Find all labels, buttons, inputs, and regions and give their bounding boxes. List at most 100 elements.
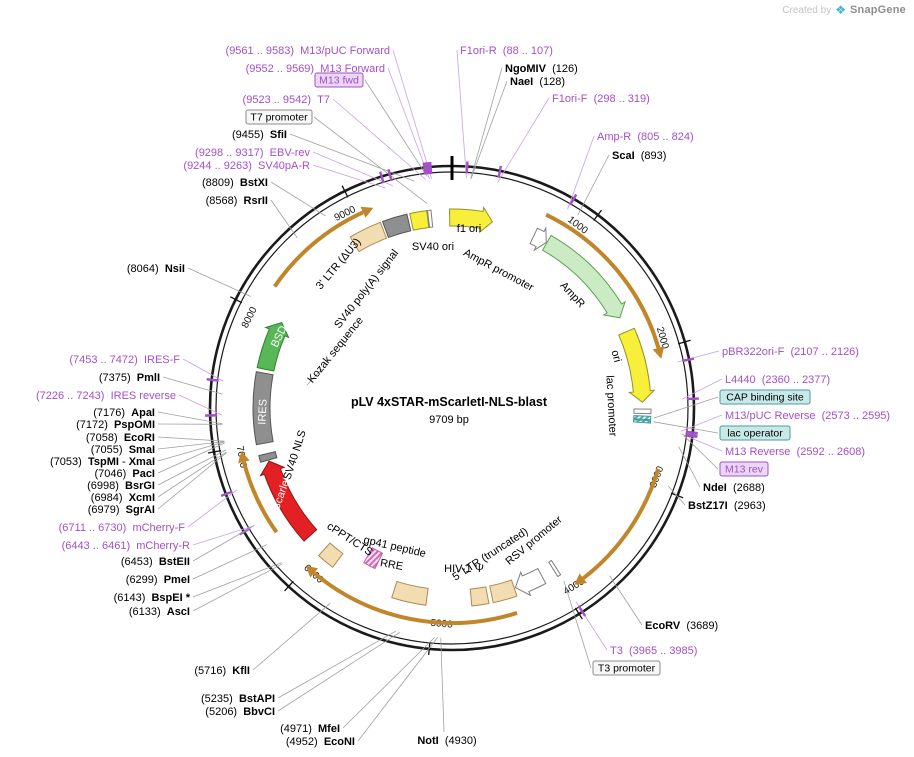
callout-bbvci[interactable]: (5206) BbvCI xyxy=(205,706,275,718)
feature-label-ori[interactable]: ori xyxy=(609,349,624,364)
callout-bstapi[interactable]: (5235) BstAPI xyxy=(201,693,275,705)
feature-t3prom[interactable] xyxy=(548,559,562,578)
callout-f1ori-r[interactable]: F1ori-R (88 .. 107) xyxy=(460,45,553,57)
callout-pmli[interactable]: (7375) PmlI xyxy=(99,372,160,384)
callout-bspei[interactable]: (6143) BspEI * xyxy=(114,592,191,604)
transcript-arc-2[interactable] xyxy=(545,212,661,349)
callout-box-m13-rev[interactable] xyxy=(719,461,769,477)
callout-box-t3-promoter[interactable] xyxy=(592,660,661,676)
feature-label-lacprom[interactable]: lac promoter xyxy=(603,375,618,437)
callout-ires-f[interactable]: (7453 .. 7472) IRES-F xyxy=(69,354,180,366)
callout-pmei[interactable]: (6299) PmeI xyxy=(126,574,190,586)
callout-m13-rev[interactable]: M13 rev xyxy=(725,464,764,476)
callout-naei[interactable]: NaeI (128) xyxy=(510,76,565,88)
feature-nls[interactable] xyxy=(258,450,278,463)
callout-sfii[interactable]: (9455) SfiI xyxy=(232,129,287,141)
tick-4000 xyxy=(574,607,583,620)
callout-l4440[interactable]: L4440 (2360 .. 2377) xyxy=(725,374,830,386)
callout-t3-promoter[interactable]: T3 promoter xyxy=(598,663,656,675)
feature-label-amprprom[interactable]: AmpR promoter xyxy=(461,247,535,294)
transcript-arc-5[interactable] xyxy=(241,461,279,534)
callout-kfli[interactable]: (5716) KflI xyxy=(194,665,250,677)
callout-bstxi[interactable]: (8809) BstXI xyxy=(202,177,268,189)
callout-sv40pa-r[interactable]: (9244 .. 9263) SV40pA-R xyxy=(183,160,310,172)
feature-label-ires[interactable]: IRES xyxy=(256,399,269,425)
feature-sv40ori[interactable] xyxy=(409,210,430,231)
callout-bsrgi[interactable]: (6998) BsrGI xyxy=(87,480,155,492)
tick-1000 xyxy=(593,209,603,221)
feature-amprprom[interactable] xyxy=(529,226,547,252)
callout-bstz17i[interactable]: BstZ17I (2963) xyxy=(688,500,766,512)
transcript-arc-4[interactable] xyxy=(312,571,518,625)
feature-ampr[interactable] xyxy=(541,234,626,319)
callout-nsii[interactable]: (8064) NsiI xyxy=(127,263,185,275)
feature-label-ltr3[interactable]: 3' LTR (ΔU3) xyxy=(314,236,364,292)
feature-ires[interactable] xyxy=(252,371,274,446)
feature-sv40polya[interactable] xyxy=(381,213,412,239)
callout-mcherry-f[interactable]: (6711 .. 6730) mCherry-F xyxy=(59,522,186,534)
callout-box-lac-operator[interactable] xyxy=(719,425,791,441)
feature-label-sv40ori[interactable]: SV40 ori xyxy=(412,241,454,253)
feature-ltr5[interactable] xyxy=(489,579,518,604)
callout-box-t7-promoter[interactable] xyxy=(245,109,313,125)
callout-paci[interactable]: (7046) PacI xyxy=(94,468,155,480)
feature-rre[interactable] xyxy=(391,580,429,606)
callout-ecori[interactable]: (7058) EcoRI xyxy=(86,432,155,444)
callout-ires-reverse[interactable]: (7226 .. 7243) IRES reverse xyxy=(36,390,176,402)
callout-amp-r[interactable]: Amp-R (805 .. 824) xyxy=(597,131,694,143)
feature-f1ori[interactable] xyxy=(449,206,494,234)
callout-m13-fwd[interactable]: M13 fwd xyxy=(319,75,359,87)
feature-label-f1ori[interactable]: f1 ori xyxy=(457,223,481,235)
feature-cppt[interactable] xyxy=(317,542,344,568)
feature-ltr3[interactable] xyxy=(349,221,388,253)
callout-ecorv[interactable]: EcoRV (3689) xyxy=(645,620,718,632)
callout-box-m13-fwd[interactable] xyxy=(314,72,364,88)
callout-rsrii[interactable]: (8568) RsrII xyxy=(206,195,268,207)
tick-6000 xyxy=(284,580,294,592)
feature-label-psi[interactable]: HIV-1 Ψ xyxy=(444,563,484,575)
callout-apai[interactable]: (7176) ApaI xyxy=(93,407,155,419)
callout-box-cap-binding-site[interactable] xyxy=(719,389,811,405)
feature-cap[interactable] xyxy=(633,415,652,421)
callout-bsteii[interactable]: (6453) BstEII xyxy=(121,556,190,568)
callout-cap-binding-site[interactable]: CAP binding site xyxy=(726,392,804,404)
feature-t7prom[interactable] xyxy=(426,209,434,228)
transcript-arc-1[interactable] xyxy=(272,210,364,288)
feature-bsd[interactable] xyxy=(256,322,290,372)
feature-psi[interactable] xyxy=(469,586,490,607)
feature-mscarlet[interactable] xyxy=(259,460,318,542)
feature-label-nls[interactable]: SV40 NLS xyxy=(282,429,309,482)
feature-lacop[interactable] xyxy=(632,419,652,424)
callout-lac-operator[interactable]: lac operator xyxy=(727,428,783,440)
callout-f1ori-f[interactable]: F1ori-F (298 .. 319) xyxy=(552,93,650,105)
callout-smai[interactable]: (7055) SmaI xyxy=(91,444,155,456)
callout-mfei[interactable]: (4971) MfeI xyxy=(280,723,340,735)
callout-mcherry-r[interactable]: (6443 .. 6461) mCherry-R xyxy=(62,540,190,552)
callout-m13-reverse[interactable]: M13 Reverse (2592 .. 2608) xyxy=(725,446,865,458)
feature-label-ampr[interactable]: AmpR xyxy=(557,280,587,311)
callout-m13-forward[interactable]: (9552 .. 9569) M13 Forward xyxy=(246,63,385,75)
callout-noti[interactable]: NotI (4930) xyxy=(417,735,476,747)
callout-pbr322ori-f[interactable]: pBR322ori-F (2107 .. 2126) xyxy=(722,346,859,358)
callout-t3[interactable]: T3 (3965 .. 3985) xyxy=(610,645,697,657)
feature-rsvprom[interactable] xyxy=(514,567,547,597)
callout-asci[interactable]: (6133) AscI xyxy=(129,606,190,618)
feature-ori[interactable] xyxy=(618,327,656,403)
callout-xcmi[interactable]: (6984) XcmI xyxy=(91,492,155,504)
callout-pspomi[interactable]: (7172) PspOMI xyxy=(76,419,155,431)
feature-label-rre[interactable]: RRE xyxy=(379,557,404,573)
callout-m13-puc-forward[interactable]: (9561 .. 9583) M13/pUC Forward xyxy=(226,45,390,57)
callout-t7-promoter[interactable]: T7 promoter xyxy=(250,112,308,124)
callout-sgrai[interactable]: (6979) SgrAI xyxy=(88,504,155,516)
feature-lacprom[interactable] xyxy=(633,408,652,415)
callout-ebv-rev[interactable]: (9298 .. 9317) EBV-rev xyxy=(195,147,310,159)
callout-tspmi-xmai[interactable]: (7053) TspMI - XmaI xyxy=(50,456,155,468)
callout-t7[interactable]: (9523 .. 9542) T7 xyxy=(243,94,330,106)
feature-gp41[interactable] xyxy=(363,547,384,570)
transcript-arc-3[interactable] xyxy=(582,468,661,580)
callout-ngomiv[interactable]: NgoMIV (126) xyxy=(505,63,578,75)
callout-m13-puc-reverse[interactable]: M13/pUC Reverse (2573 .. 2595) xyxy=(725,410,890,422)
callout-ndei[interactable]: NdeI (2688) xyxy=(703,482,765,494)
callout-econi[interactable]: (4952) EcoNI xyxy=(286,736,355,748)
callout-scai[interactable]: ScaI (893) xyxy=(612,150,666,162)
